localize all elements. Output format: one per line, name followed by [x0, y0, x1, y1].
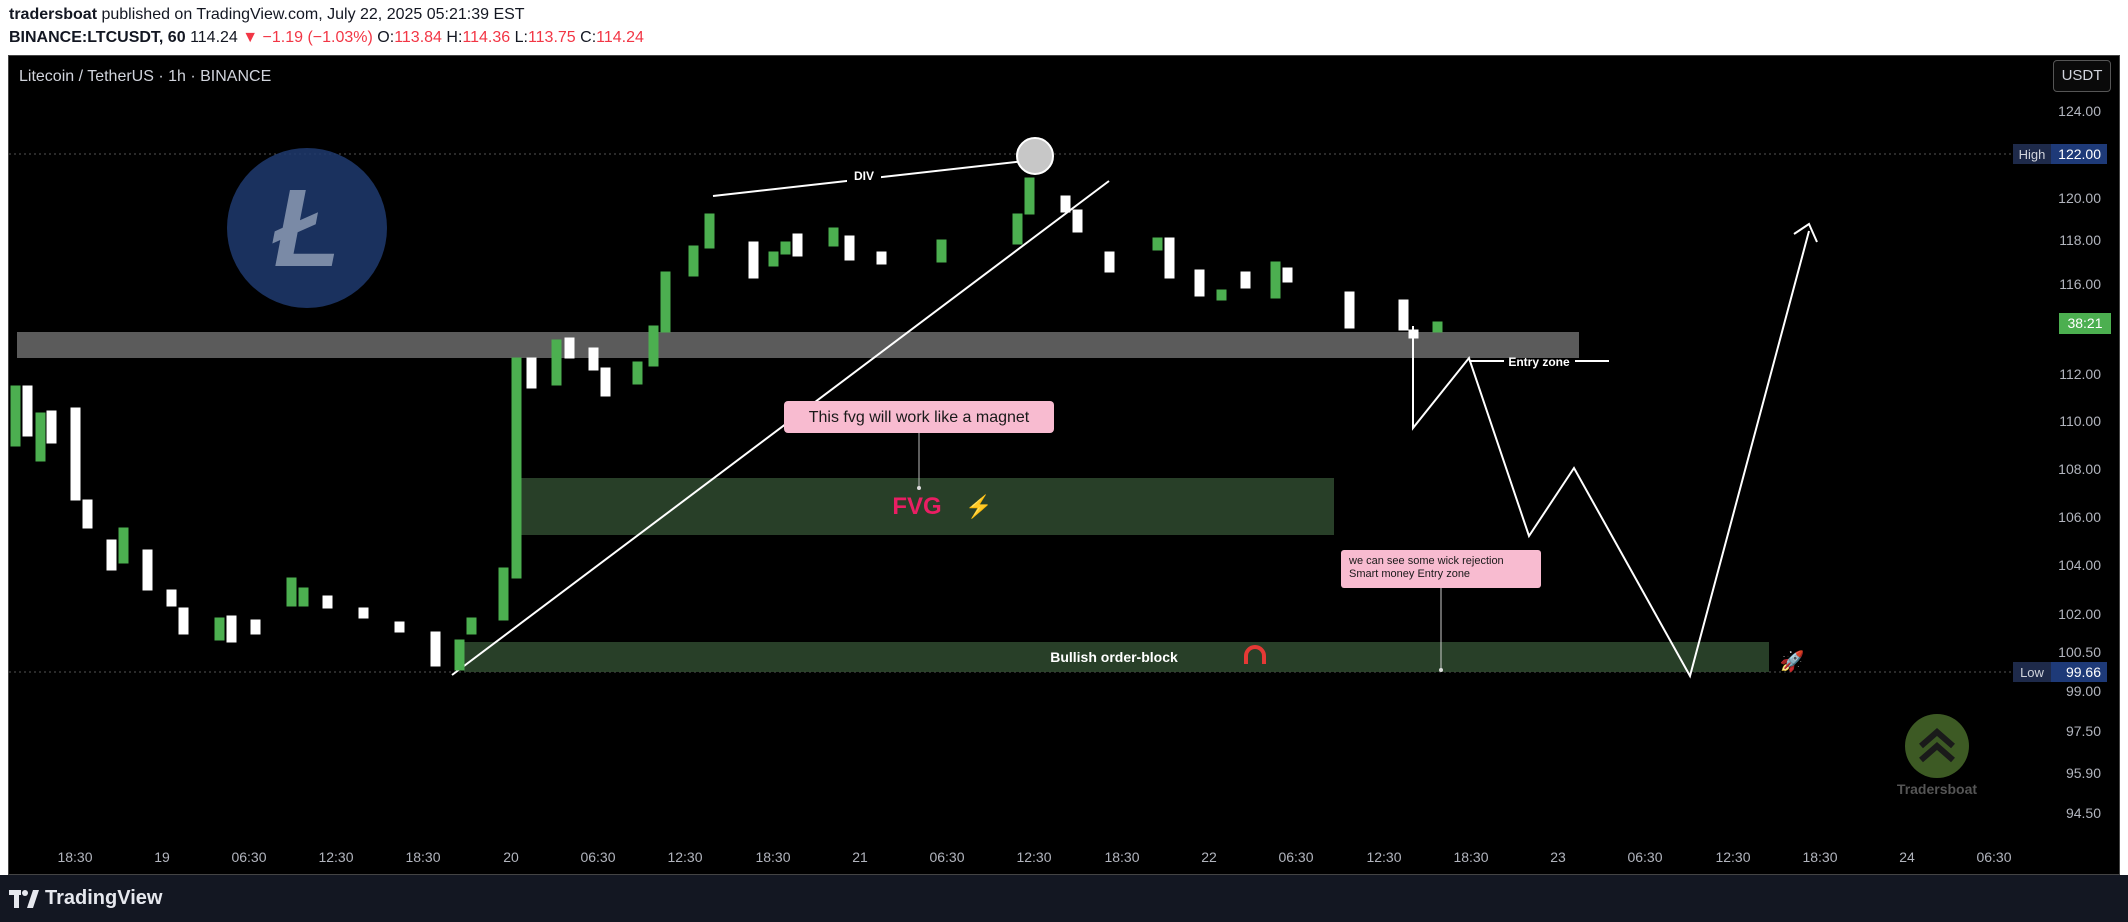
open-value: 113.84 [394, 29, 442, 46]
magnet-note-text: This fvg will work like a magnet [809, 409, 1030, 426]
candles [10, 177, 1443, 671]
high-label: H: [446, 29, 463, 46]
price-tick: 120.00 [2058, 190, 2101, 206]
open-label: O: [377, 29, 395, 46]
price-tick: 118.00 [2059, 232, 2101, 248]
footer-bar: TradingView [0, 875, 2128, 922]
publisher-name[interactable]: tradersboat [9, 6, 98, 23]
tradingview-logo-icon [9, 889, 39, 908]
countdown-value: 38:21 [2067, 315, 2102, 331]
last-price: 114.24 [190, 29, 238, 46]
time-tick: 12:30 [667, 849, 702, 865]
litecoin-logo-icon: Ł [227, 148, 387, 308]
price-change: ▼ −1.19 (−1.03%) [242, 29, 373, 46]
symbol-name: BINANCE:LTCUSDT, 60 [9, 29, 186, 46]
close-label: C: [580, 29, 597, 46]
price-tick: 104.00 [2058, 557, 2101, 573]
time-tick: 18:30 [1453, 849, 1488, 865]
price-tick: 108.00 [2058, 461, 2101, 477]
trend-line [451, 180, 1110, 676]
publish-info: tradersboat published on TradingView.com… [9, 6, 525, 24]
time-tick: 19 [154, 849, 170, 865]
time-tick: 21 [852, 849, 868, 865]
price-tick: 110.00 [2059, 413, 2101, 429]
price-tick: 97.50 [2066, 723, 2101, 739]
price-tick: 100.50 [2058, 644, 2101, 660]
time-tick: 12:30 [1715, 849, 1750, 865]
price-tick: 94.50 [2066, 805, 2101, 821]
order-block-label: Bullish order-block [1050, 649, 1178, 665]
wick-note [1341, 550, 1541, 588]
entry-zone-label: Entry zone [1508, 355, 1570, 369]
time-tick: 12:30 [1366, 849, 1401, 865]
order-block-zone [464, 642, 1769, 672]
low-badge [2013, 662, 2051, 682]
projection-arrow-icon [1793, 222, 1818, 243]
high-value: 114.36 [462, 29, 511, 46]
time-axis[interactable]: 18:30 19 06:30 12:30 18:30 20 06:30 12:3… [57, 849, 2011, 865]
div-label: DIV [854, 169, 874, 183]
magnet-note [784, 401, 1054, 433]
rocket-icon: 🚀 [1780, 649, 1805, 673]
watermark-text: Tradersboat [1897, 781, 1977, 797]
tradingview-brand: TradingView [45, 887, 163, 909]
publish-header: tradersboat published on TradingView.com… [0, 0, 2128, 54]
svg-text:Ł: Ł [271, 167, 340, 290]
chart-canvas[interactable]: Ł DIV [9, 56, 2120, 875]
low-value: 113.75 [527, 29, 576, 46]
price-axis[interactable]: 124.00 120.00 118.00 116.00 112.00 110.0… [2058, 103, 2101, 821]
time-tick: 06:30 [1976, 849, 2011, 865]
price-tick: 106.00 [2058, 509, 2101, 525]
low-price-value: 99.66 [2066, 664, 2101, 680]
countdown-badge [2059, 313, 2111, 334]
lightning-icon: ⚡ [965, 494, 992, 520]
wick-note-line-1: we can see some wick rejection [1348, 555, 1504, 567]
time-tick: 18:30 [1802, 849, 1837, 865]
low-label: L: [514, 29, 528, 46]
price-tick: 124.00 [2058, 103, 2101, 119]
time-tick: 06:30 [929, 849, 964, 865]
time-tick: 06:30 [1627, 849, 1662, 865]
projection-path [1412, 230, 1810, 679]
time-tick: 18:30 [405, 849, 440, 865]
time-tick: 24 [1899, 849, 1915, 865]
symbol-legend: BINANCE:LTCUSDT, 60 114.24 ▼ −1.19 (−1.0… [9, 29, 644, 47]
chart-title: Litecoin / TetherUS · 1h · BINANCE [19, 68, 272, 85]
time-tick: 18:30 [755, 849, 790, 865]
high-badge [2013, 144, 2051, 164]
high-price-badge [2051, 144, 2107, 164]
low-price-badge [2051, 662, 2107, 682]
high-price-value: 122.00 [2058, 146, 2101, 162]
price-tick: 99.00 [2066, 683, 2101, 699]
time-tick: 20 [503, 849, 519, 865]
time-tick: 06:30 [1278, 849, 1313, 865]
publish-text: published on TradingView.com, July 22, 2… [101, 6, 525, 23]
time-tick: 12:30 [1016, 849, 1051, 865]
time-tick: 06:30 [231, 849, 266, 865]
fvg-label: FVG [892, 493, 941, 520]
price-tick: 102.00 [2058, 606, 2101, 622]
low-badge-label: Low [2020, 665, 2044, 680]
chart-area[interactable]: Ł DIV [8, 55, 2120, 875]
resistance-zone [17, 332, 1579, 358]
tradersboat-watermark-icon: Tradersboat [1897, 714, 1977, 797]
price-tick: 112.00 [2059, 366, 2101, 382]
time-tick: 18:30 [57, 849, 92, 865]
time-tick: 22 [1201, 849, 1217, 865]
tradingview-logo[interactable]: TradingView [9, 887, 162, 910]
time-tick: 23 [1550, 849, 1566, 865]
wick-note-line-2: Smart money Entry zone [1349, 568, 1470, 580]
close-value: 114.24 [596, 29, 644, 46]
time-tick: 12:30 [318, 849, 353, 865]
currency-button[interactable]: USDT [2053, 60, 2111, 92]
high-badge-label: High [2019, 147, 2046, 162]
time-tick: 06:30 [580, 849, 615, 865]
time-tick: 18:30 [1104, 849, 1139, 865]
high-marker-circle [1016, 137, 1054, 175]
price-tick: 116.00 [2059, 276, 2101, 292]
magnet-icon [1244, 645, 1266, 664]
price-tick: 95.90 [2066, 765, 2101, 781]
